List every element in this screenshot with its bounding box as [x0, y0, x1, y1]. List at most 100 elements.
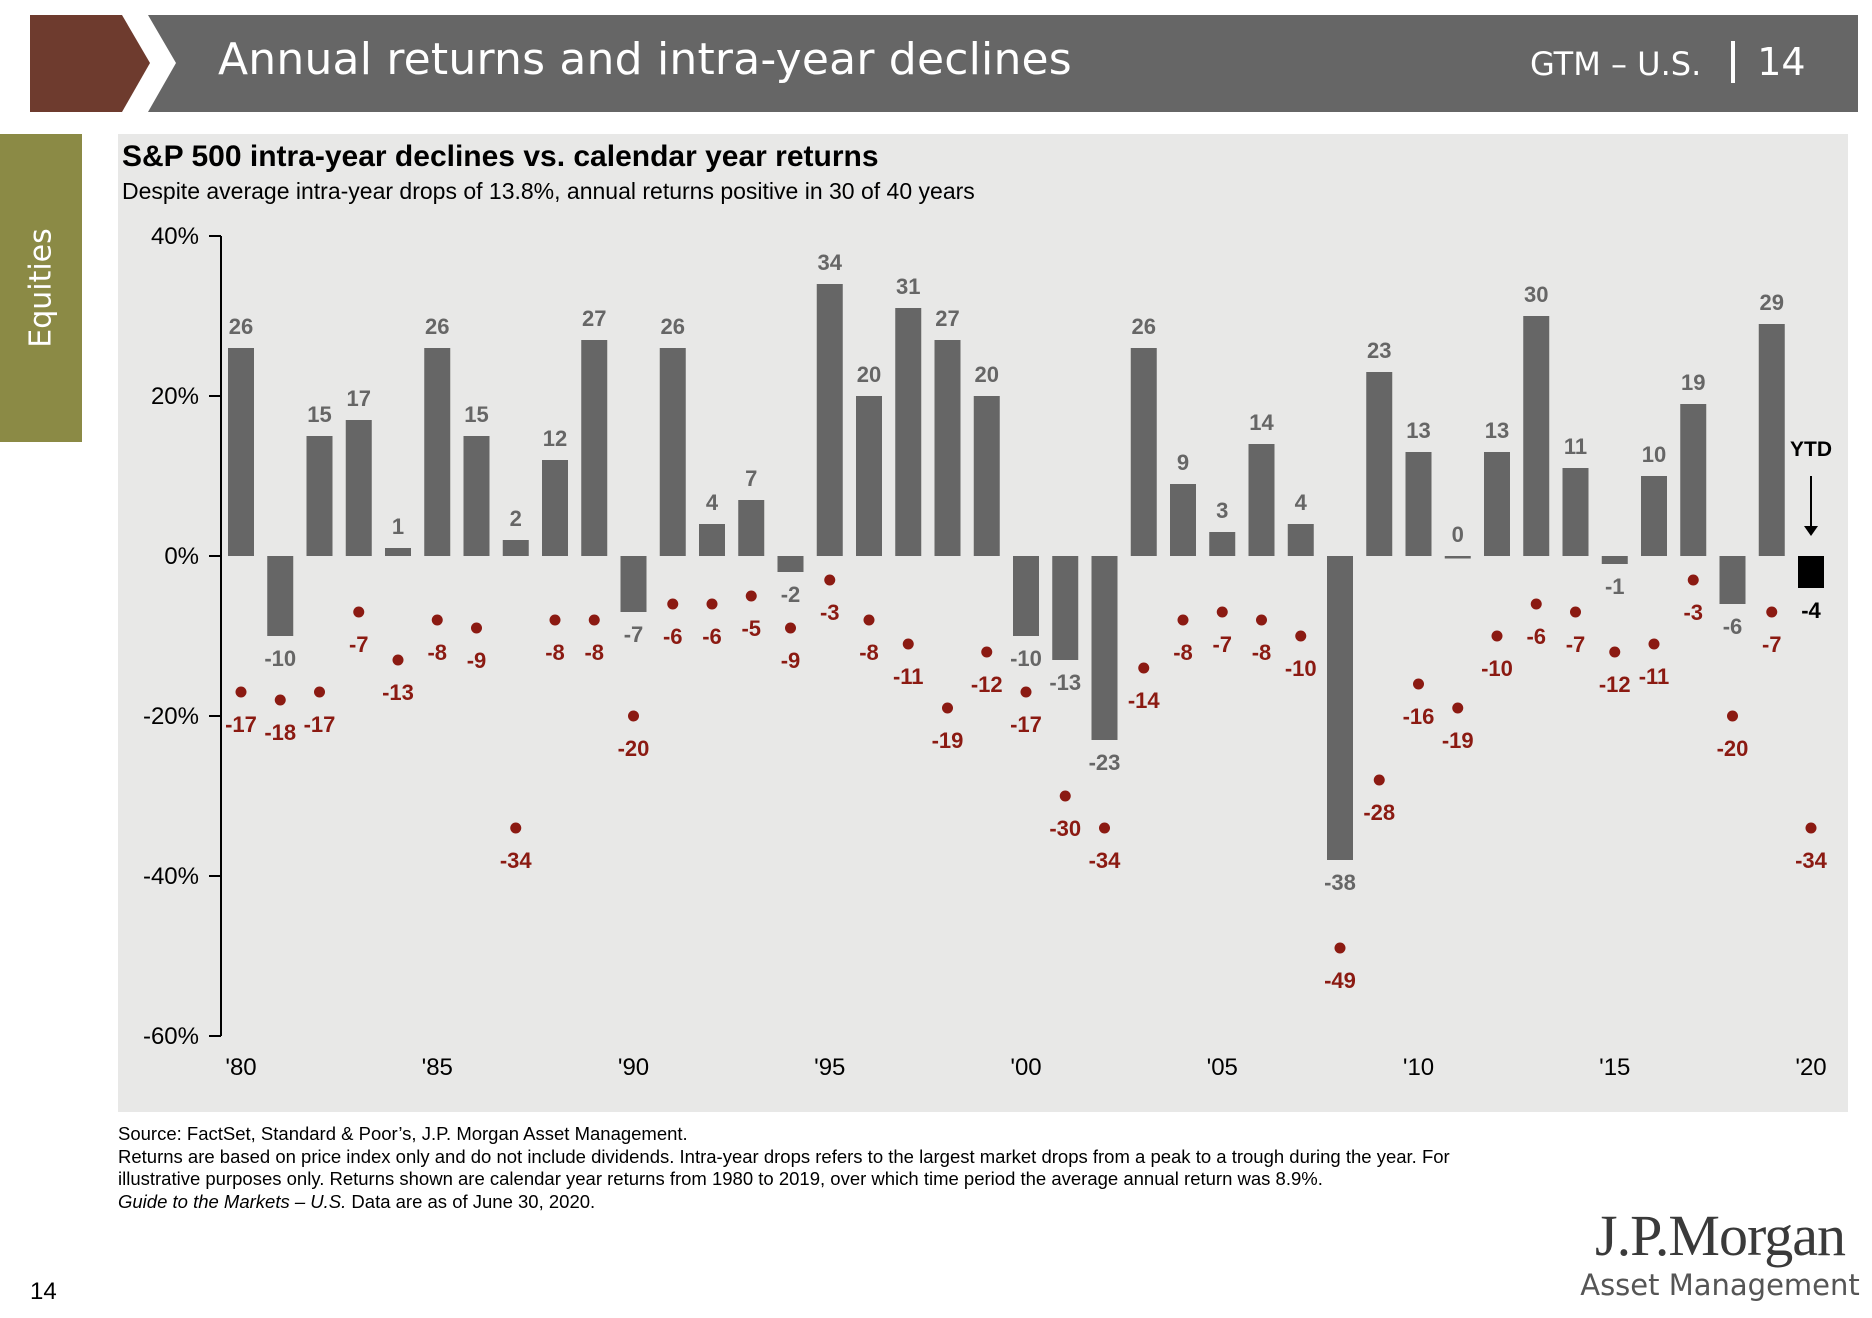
intra-year-decline-dot	[235, 686, 247, 698]
intra-year-decline-label: -20	[618, 736, 650, 761]
intra-year-decline-dot	[1452, 702, 1464, 714]
intra-year-decline-dot	[1530, 598, 1542, 610]
logo-subtitle: Asset Management	[1580, 1268, 1860, 1302]
chart-title: S&P 500 intra-year declines vs. calendar…	[122, 140, 879, 173]
return-bar	[1405, 452, 1432, 556]
intra-year-decline-label: -3	[820, 600, 840, 625]
return-bar	[1091, 556, 1118, 740]
return-bar	[1601, 556, 1628, 564]
y-tick-label: 20%	[151, 383, 199, 410]
y-tick-label: -20%	[143, 703, 199, 730]
y-tick-label: -60%	[143, 1023, 199, 1050]
intra-year-decline-dot	[1059, 790, 1071, 802]
return-bar	[1484, 452, 1510, 556]
x-tick-label: '20	[1795, 1054, 1826, 1081]
intra-year-decline-label: -8	[545, 640, 565, 665]
intra-year-decline-label: -17	[225, 712, 257, 737]
return-bar	[1641, 476, 1667, 556]
return-bar	[1130, 348, 1157, 556]
intra-year-decline-label: -30	[1049, 816, 1081, 841]
intra-year-decline-label: -13	[382, 680, 414, 705]
intra-year-decline-dot	[1570, 606, 1581, 618]
x-tick-label: '10	[1403, 1054, 1434, 1081]
return-bar	[581, 340, 608, 556]
intra-year-decline-label: -6	[1526, 624, 1546, 649]
intra-year-decline-dot	[549, 614, 561, 626]
return-label: 34	[818, 250, 843, 275]
return-label: 30	[1524, 282, 1548, 307]
ytd-bar	[1798, 556, 1824, 588]
intra-year-decline-label: -11	[1639, 664, 1670, 689]
intra-year-decline-dot	[392, 654, 404, 666]
return-label: 26	[661, 314, 685, 339]
intra-year-decline-label: -17	[304, 712, 336, 737]
intra-year-decline-label: -10	[1285, 656, 1317, 681]
intra-year-decline-label: -18	[264, 720, 296, 745]
return-label: -10	[1010, 646, 1042, 671]
return-label: 12	[543, 426, 567, 451]
intra-year-decline-dot	[942, 702, 953, 714]
logo-name: J.P.Morgan	[1595, 1203, 1846, 1268]
intra-year-decline-label: -16	[1403, 704, 1435, 729]
intra-year-decline-label: -7	[1566, 632, 1586, 657]
return-bar	[1209, 532, 1236, 556]
return-bar	[659, 348, 686, 556]
intra-year-decline-label: -28	[1363, 800, 1395, 825]
return-bar	[1013, 556, 1039, 636]
intra-year-decline-label: -7	[1212, 632, 1232, 657]
intra-year-decline-dot	[1373, 774, 1385, 786]
return-label: 13	[1485, 418, 1509, 443]
intra-year-decline-dot	[1256, 614, 1267, 626]
intra-year-decline-dot	[1138, 662, 1150, 674]
intra-year-decline-label: -10	[1481, 656, 1513, 681]
section-tab: Equities	[0, 134, 82, 442]
return-bar	[1287, 524, 1314, 556]
chart-panel	[118, 134, 1848, 1112]
intra-year-decline-dot	[1295, 630, 1307, 642]
intra-year-decline-dot	[1491, 630, 1503, 642]
intra-year-decline-dot	[706, 598, 718, 610]
x-tick-label: '90	[618, 1054, 649, 1081]
intra-year-decline-dot	[353, 606, 365, 618]
return-label: 26	[425, 314, 449, 339]
ytd-return-label: -4	[1801, 598, 1821, 623]
intra-year-decline-dot	[628, 710, 639, 722]
return-bar	[1758, 324, 1785, 556]
footnote-guide-title: Guide to the Markets – U.S.	[118, 1190, 347, 1212]
intra-year-decline-label: -19	[1442, 728, 1474, 753]
intra-year-decline-dot	[1020, 686, 1032, 698]
chart-subtitle: Despite average intra-year drops of 13.8…	[122, 178, 975, 204]
intra-year-decline-label: -6	[663, 624, 683, 649]
return-label: 13	[1406, 418, 1430, 443]
intra-year-decline-label: -14	[1128, 688, 1161, 713]
intra-year-decline-dot	[274, 694, 286, 706]
intra-year-decline-label: -12	[971, 672, 1003, 697]
return-label: 15	[307, 402, 331, 427]
intra-year-decline-dot	[1766, 606, 1778, 618]
intra-year-decline-label: -12	[1599, 672, 1631, 697]
intra-year-decline-dot	[667, 598, 679, 610]
x-tick-label: '05	[1207, 1054, 1238, 1081]
return-label: 26	[1132, 314, 1156, 339]
return-bar	[699, 524, 725, 556]
return-label: 27	[935, 306, 959, 331]
intra-year-decline-label: -6	[702, 624, 722, 649]
return-label: 20	[857, 362, 881, 387]
return-label: 11	[1564, 434, 1587, 459]
return-bar	[502, 540, 529, 556]
return-label: -7	[624, 622, 644, 647]
intra-year-decline-label: -8	[427, 640, 447, 665]
return-label: 20	[975, 362, 999, 387]
intra-year-decline-label: -7	[349, 632, 369, 657]
return-label: 15	[464, 402, 488, 427]
return-label: 9	[1177, 450, 1189, 475]
return-bar	[856, 396, 882, 556]
return-bar	[385, 548, 411, 556]
page-title: Annual returns and intra-year declines	[218, 34, 1072, 85]
intra-year-decline-dot	[510, 822, 522, 834]
return-label: 26	[229, 314, 253, 339]
intra-year-decline-label: -8	[1252, 640, 1272, 665]
return-label: 0	[1452, 522, 1464, 547]
return-bar	[738, 500, 765, 556]
